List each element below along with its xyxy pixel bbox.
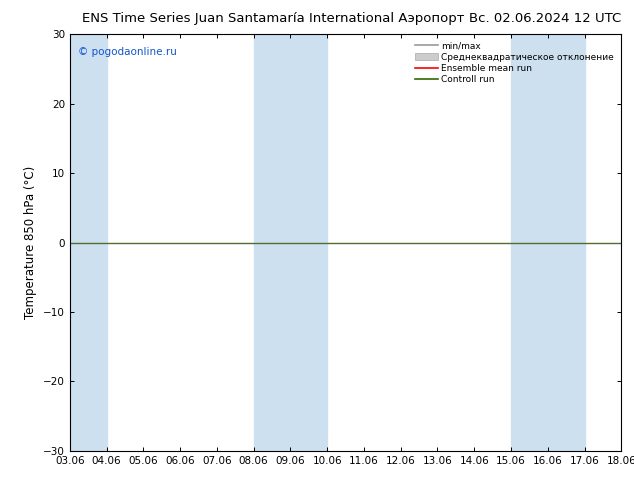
Bar <box>70 34 107 451</box>
Bar <box>254 34 327 451</box>
Legend: min/max, Среднеквадратическое отклонение, Ensemble mean run, Controll run: min/max, Среднеквадратическое отклонение… <box>413 39 617 87</box>
Y-axis label: Temperature 850 hPa (°C): Temperature 850 hPa (°C) <box>25 166 37 319</box>
Text: Вс. 02.06.2024 12 UTC: Вс. 02.06.2024 12 UTC <box>469 12 621 25</box>
Bar <box>511 34 585 451</box>
Text: © pogodaonline.ru: © pogodaonline.ru <box>78 47 177 57</box>
Text: ENS Time Series Juan Santamaría International Аэропорт: ENS Time Series Juan Santamaría Internat… <box>82 12 465 25</box>
